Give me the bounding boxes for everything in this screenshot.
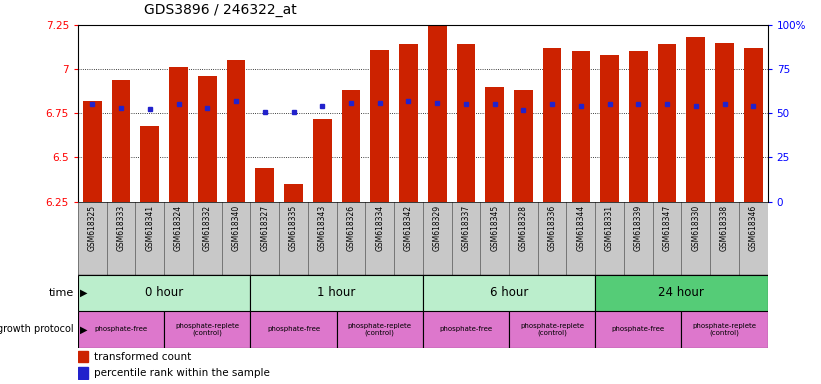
- Bar: [456, 45, 475, 202]
- Bar: [595, 311, 681, 348]
- Text: GSM618342: GSM618342: [404, 205, 413, 252]
- Bar: [686, 37, 705, 202]
- Bar: [342, 90, 360, 202]
- Text: ▶: ▶: [80, 324, 87, 334]
- Bar: [169, 67, 188, 202]
- Bar: [423, 275, 595, 311]
- Text: growth protocol: growth protocol: [0, 324, 74, 334]
- Text: 0 hour: 0 hour: [145, 286, 183, 299]
- Bar: [255, 168, 274, 202]
- Text: phosphate-replete
(control): phosphate-replete (control): [348, 323, 411, 336]
- Text: ▶: ▶: [80, 288, 87, 298]
- Text: GSM618326: GSM618326: [346, 205, 355, 252]
- Bar: [250, 275, 423, 311]
- Text: GSM618331: GSM618331: [605, 205, 614, 252]
- Text: GSM618334: GSM618334: [375, 205, 384, 252]
- Bar: [514, 90, 533, 202]
- Bar: [629, 51, 648, 202]
- Bar: [595, 275, 768, 311]
- Text: percentile rank within the sample: percentile rank within the sample: [94, 368, 270, 378]
- Bar: [370, 50, 389, 202]
- Bar: [78, 275, 250, 311]
- Text: GSM618344: GSM618344: [576, 205, 585, 252]
- Bar: [600, 55, 619, 202]
- Bar: [284, 184, 303, 202]
- Text: GSM618339: GSM618339: [634, 205, 643, 252]
- Text: time: time: [48, 288, 74, 298]
- Text: phosphate-free: phosphate-free: [94, 326, 148, 332]
- Text: GSM618327: GSM618327: [260, 205, 269, 252]
- Bar: [83, 101, 102, 202]
- Bar: [428, 25, 447, 202]
- Text: GSM618335: GSM618335: [289, 205, 298, 252]
- Text: GSM618324: GSM618324: [174, 205, 183, 252]
- Text: GSM618337: GSM618337: [461, 205, 470, 252]
- Text: phosphate-replete
(control): phosphate-replete (control): [176, 323, 239, 336]
- Text: phosphate-replete
(control): phosphate-replete (control): [693, 323, 756, 336]
- Bar: [658, 45, 677, 202]
- Text: GDS3896 / 246322_at: GDS3896 / 246322_at: [144, 3, 296, 17]
- Text: GSM618336: GSM618336: [548, 205, 557, 252]
- Text: GSM618346: GSM618346: [749, 205, 758, 252]
- Text: 1 hour: 1 hour: [318, 286, 355, 299]
- Text: GSM618338: GSM618338: [720, 205, 729, 252]
- Bar: [78, 351, 89, 362]
- Bar: [543, 48, 562, 202]
- Bar: [198, 76, 217, 202]
- Bar: [227, 60, 245, 202]
- Bar: [164, 311, 250, 348]
- Bar: [744, 48, 763, 202]
- Text: GSM618332: GSM618332: [203, 205, 212, 252]
- Text: phosphate-free: phosphate-free: [612, 326, 665, 332]
- Text: GSM618329: GSM618329: [433, 205, 442, 252]
- Bar: [250, 311, 337, 348]
- Text: GSM618328: GSM618328: [519, 205, 528, 251]
- Bar: [423, 311, 509, 348]
- Text: GSM618340: GSM618340: [232, 205, 241, 252]
- Text: GSM618333: GSM618333: [117, 205, 126, 252]
- Text: phosphate-free: phosphate-free: [439, 326, 493, 332]
- Bar: [112, 80, 131, 202]
- Bar: [140, 126, 159, 202]
- Bar: [337, 311, 423, 348]
- Bar: [399, 45, 418, 202]
- Bar: [571, 51, 590, 202]
- Bar: [78, 311, 164, 348]
- Bar: [78, 367, 89, 379]
- Text: phosphate-free: phosphate-free: [267, 326, 320, 332]
- Text: 6 hour: 6 hour: [490, 286, 528, 299]
- Text: 24 hour: 24 hour: [658, 286, 704, 299]
- Bar: [313, 119, 332, 202]
- Text: GSM618341: GSM618341: [145, 205, 154, 252]
- Text: GSM618343: GSM618343: [318, 205, 327, 252]
- Text: phosphate-replete
(control): phosphate-replete (control): [521, 323, 584, 336]
- Text: transformed count: transformed count: [94, 352, 191, 362]
- Bar: [485, 87, 504, 202]
- Text: GSM618330: GSM618330: [691, 205, 700, 252]
- Bar: [509, 311, 595, 348]
- Text: GSM618325: GSM618325: [88, 205, 97, 252]
- Text: GSM618347: GSM618347: [663, 205, 672, 252]
- Text: GSM618345: GSM618345: [490, 205, 499, 252]
- Bar: [681, 311, 768, 348]
- Bar: [715, 43, 734, 202]
